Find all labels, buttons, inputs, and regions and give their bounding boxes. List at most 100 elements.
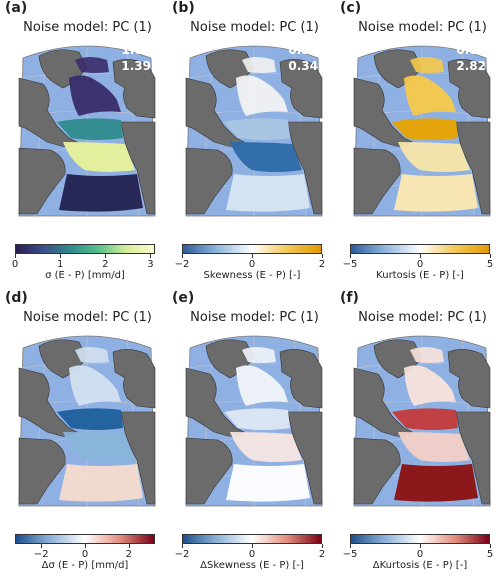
colorbar-tick	[105, 254, 107, 258]
colorbar	[350, 534, 490, 544]
colorbar-label: ΔSkewness (E - P) [-]	[200, 560, 304, 571]
colorbar-tick-label: 0	[416, 259, 424, 270]
colorbar-tick-label: 0	[81, 549, 89, 560]
field-equatorial-atlantic	[63, 142, 135, 172]
colorbar-tick-label: 0	[11, 259, 19, 270]
south-america-land	[185, 437, 233, 505]
colorbar-tick	[150, 254, 152, 258]
field-arctic	[410, 347, 444, 363]
colorbar-tick	[490, 254, 491, 258]
map-plot	[17, 328, 157, 508]
panel-letter: (b)	[172, 0, 195, 16]
colorbar-tick	[322, 254, 323, 258]
colorbar-tick-label: −2	[174, 549, 190, 560]
colorbar-tick	[182, 544, 183, 548]
field-tropical-atlantic	[392, 118, 458, 140]
colorbar-tick-label: 2	[125, 549, 132, 560]
colorbar-ticks: −2 0 2	[175, 254, 325, 270]
panel-a: (a) Noise model: PC (1) 1.0 1.39 0 1 2 3 σ (E - …	[5, 0, 165, 281]
colorbar-label: Skewness (E - P) [-]	[203, 270, 301, 281]
north-america-land	[353, 77, 413, 147]
panel-letter: (a)	[5, 0, 28, 16]
panel-c: (c) Noise model: PC (1) 0.84 2.82 −5 0 5 Kurtos…	[340, 0, 500, 281]
map-plot	[184, 38, 324, 218]
north-america-land	[185, 367, 245, 437]
colorbar-tick	[350, 254, 351, 258]
field-north-atlantic	[236, 75, 288, 116]
field-arctic	[410, 57, 444, 73]
colorbar-tick-label: 5	[486, 549, 494, 560]
field-equatorial-atlantic	[230, 142, 302, 172]
colorbar-tick	[128, 544, 130, 548]
colorbar	[182, 534, 322, 544]
colorbar-tick	[41, 544, 43, 548]
stat-value: 0.34	[288, 59, 318, 73]
africa-land	[120, 411, 156, 505]
field-south-atlantic	[226, 464, 310, 502]
north-america-land	[185, 77, 245, 147]
field-equatorial-atlantic	[230, 432, 302, 462]
south-america-land	[353, 147, 401, 215]
colorbar-tick-label: −5	[342, 549, 358, 560]
map-plot	[17, 38, 157, 218]
colorbar-tick-label: 5	[486, 259, 494, 270]
colorbar-label: σ (E - P) [mm/d]	[45, 270, 125, 281]
field-arctic	[242, 347, 276, 363]
field-north-atlantic	[69, 75, 121, 116]
colorbar-ticks: −5 0 5	[343, 254, 494, 270]
stat-value: 0.93	[288, 43, 318, 57]
field-south-atlantic	[59, 174, 143, 212]
colorbar-tick-label: 0	[248, 259, 256, 270]
colorbar-tick	[182, 254, 183, 258]
stats-overlay: 1.0 1.39	[121, 42, 151, 74]
colorbar-ticks: −2 0 2	[175, 544, 325, 560]
panel-title: Noise model: PC (1)	[190, 20, 319, 35]
field-tropical-atlantic	[392, 408, 458, 430]
field-equatorial-atlantic	[63, 432, 135, 462]
panel-letter: (d)	[5, 290, 28, 306]
europe-land	[112, 349, 156, 409]
colorbar-label: Kurtosis (E - P) [-]	[376, 270, 464, 281]
panel-title: Noise model: PC (1)	[23, 310, 152, 325]
panel-title: Noise model: PC (1)	[190, 310, 319, 325]
colorbar	[182, 244, 322, 254]
colorbar-tick	[490, 544, 491, 548]
south-america-land	[353, 437, 401, 505]
europe-land	[279, 59, 323, 119]
field-equatorial-atlantic	[398, 432, 470, 462]
colorbar-ticks: 0 1 2 3	[11, 254, 155, 270]
panel-title: Noise model: PC (1)	[23, 20, 152, 35]
colorbar-tick-label: −2	[33, 549, 49, 560]
colorbar-tick	[252, 544, 253, 548]
field-north-atlantic	[404, 75, 456, 116]
colorbar-tick	[322, 544, 323, 548]
field-arctic	[75, 347, 109, 363]
colorbar-tick-label: 1	[56, 259, 64, 270]
colorbar-label: Δσ (E - P) [mm/d]	[41, 560, 129, 571]
map-svg	[353, 335, 491, 507]
panel-title: Noise model: PC (1)	[358, 310, 487, 325]
panel-f: (f) Noise model: PC (1) −5 0 5 ΔKurtosis (E -…	[340, 290, 500, 571]
colorbar-ticks: −2 0 2	[15, 544, 155, 560]
colorbar-tick	[420, 544, 421, 548]
panel-d: (d) Noise model: PC (1) −2 0 2 Δσ (E - P) [mm…	[5, 290, 165, 571]
south-america-land	[18, 437, 66, 505]
europe-land	[447, 59, 491, 119]
map-svg	[185, 45, 323, 217]
colorbar-tick-label: 0	[248, 549, 256, 560]
field-north-atlantic	[404, 365, 456, 406]
colorbar-tick-label: −5	[342, 259, 358, 270]
colorbar-tick	[60, 254, 62, 258]
field-tropical-atlantic	[57, 118, 123, 140]
field-tropical-atlantic	[224, 408, 290, 430]
stat-value: 1.39	[121, 59, 151, 73]
field-equatorial-atlantic	[398, 142, 470, 172]
africa-land	[287, 411, 323, 505]
map-plot	[352, 328, 492, 508]
field-arctic	[242, 57, 276, 73]
africa-land	[287, 121, 323, 215]
field-south-atlantic	[394, 464, 478, 502]
field-arctic	[75, 57, 109, 73]
colorbar-tick-label: −2	[174, 259, 190, 270]
stats-overlay: 0.93 0.34	[288, 42, 318, 74]
